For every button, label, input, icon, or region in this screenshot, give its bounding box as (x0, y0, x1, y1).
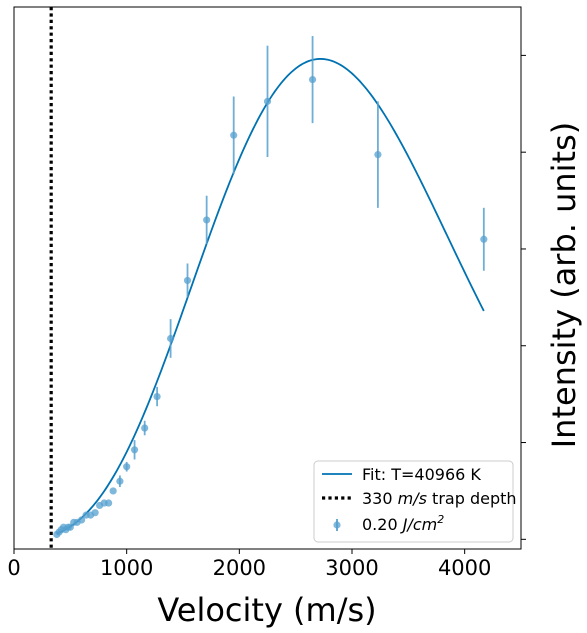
data-point (203, 216, 211, 224)
data-point (263, 97, 272, 105)
y-axis-title: Intensity (arb. units) (545, 122, 583, 449)
legend: Fit: T=40966 K 330 m/s trap depth 0.20 J/c… (313, 460, 517, 543)
legend-trap-label: 330 m/s trap depth (362, 489, 517, 508)
legend-series-label: 0.20 J/cm2 (362, 513, 444, 534)
data-point (78, 516, 86, 524)
data-point (153, 392, 161, 401)
x-tick-label: 3000 (325, 556, 378, 580)
legend-fit-label: Fit: T=40966 K (362, 465, 481, 484)
fit-curve (56, 58, 485, 535)
data-point (141, 424, 149, 432)
x-tick-label: 4000 (438, 556, 491, 580)
legend-box (313, 460, 514, 543)
data-point (105, 499, 113, 507)
data-point (130, 446, 139, 454)
data-point (183, 276, 192, 285)
data-point (480, 235, 488, 243)
x-axis-title: Velocity (m/s) (157, 591, 376, 629)
data-point (167, 334, 175, 343)
data-point (123, 463, 131, 471)
data-point (308, 75, 317, 84)
x-tick-label: 1000 (100, 556, 153, 580)
legend-series-marker (333, 521, 341, 529)
x-tick-label: 2000 (213, 556, 266, 580)
plot-area (13, 6, 522, 550)
plot-frame (13, 6, 522, 550)
x-axis: 0 1000 2000 3000 4000 (7, 549, 491, 580)
data-point (374, 150, 382, 159)
data-point (109, 487, 117, 495)
data-point (91, 509, 99, 517)
data-point (230, 131, 238, 139)
y-axis (521, 54, 526, 540)
x-tick-label: 0 (7, 556, 20, 580)
data-point (116, 477, 124, 485)
